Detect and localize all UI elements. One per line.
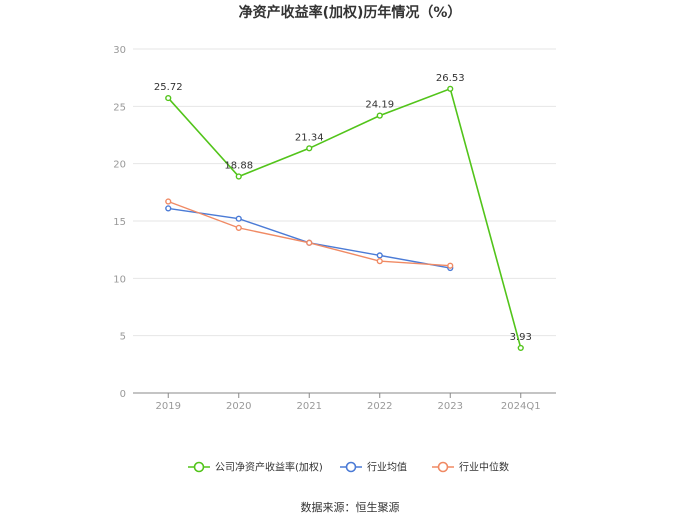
series-group — [165, 85, 524, 352]
data-label: 25.72 — [154, 82, 183, 93]
legend-swatch-marker — [345, 461, 357, 473]
series-2-point — [165, 198, 172, 205]
x-tick-label: 2024Q1 — [501, 401, 541, 412]
gridlines — [133, 48, 556, 337]
series-line-0 — [167, 87, 522, 349]
chart-title: 净资产收益率(加权)历年情况（%） — [239, 4, 462, 21]
source-note: 数据来源：恒生聚源 — [301, 500, 400, 514]
y-tick-label: 20 — [113, 160, 126, 171]
data-label: 18.88 — [224, 161, 253, 172]
series-2-point — [306, 239, 313, 246]
y-tick-label: 10 — [113, 274, 126, 285]
legend-swatch-marker — [437, 461, 449, 473]
data-label: 21.34 — [295, 132, 324, 143]
legend-item-2[interactable]: 行业中位数 — [432, 461, 509, 474]
y-tick-label: 0 — [120, 389, 126, 400]
series-0-point — [447, 85, 454, 92]
x-tick-label: 2019 — [156, 401, 181, 412]
series-0-point — [306, 145, 313, 152]
y-tick-label: 30 — [113, 45, 126, 56]
y-tick-label: 15 — [113, 217, 126, 228]
data-label: 24.19 — [365, 100, 394, 111]
x-tick-label: 2020 — [226, 401, 251, 412]
legend-item-1[interactable]: 行业均值 — [340, 461, 407, 474]
series-0-point — [165, 94, 172, 102]
y-tick-label: 5 — [120, 332, 126, 343]
x-tick-label: 2021 — [297, 401, 322, 412]
data-labels: 25.72 18.88 21.34 24.19 26.53 3.93 — [154, 73, 532, 343]
y-tick-label: 25 — [113, 102, 126, 113]
legend-swatch-marker — [193, 461, 205, 473]
legend-item-0[interactable]: 公司净资产收益率(加权) — [188, 461, 323, 474]
legend-label: 行业均值 — [367, 461, 407, 474]
series-2-point — [447, 262, 454, 269]
legend-label: 行业中位数 — [459, 461, 509, 474]
data-label: 3.93 — [510, 332, 532, 343]
series-0-point — [235, 173, 242, 180]
series-1-point — [235, 215, 242, 222]
series-2-point — [376, 258, 383, 265]
legend-label: 公司净资产收益率(加权) — [215, 461, 323, 474]
series-0-point — [376, 112, 383, 119]
series-0-point — [517, 344, 524, 352]
legend: 公司净资产收益率(加权) 行业均值 行业中位数 — [188, 461, 509, 474]
x-axis: 2019 2020 2021 2022 2023 2024Q1 — [133, 392, 556, 412]
series-line-2 — [168, 200, 451, 267]
data-label: 26.53 — [436, 73, 465, 84]
y-axis: 0 5 10 15 20 25 30 — [113, 45, 126, 400]
series-1-point — [165, 205, 172, 212]
series-1-point — [376, 252, 383, 259]
series-2-point — [235, 224, 242, 231]
x-tick-label: 2023 — [438, 401, 463, 412]
x-tick-label: 2022 — [367, 401, 392, 412]
